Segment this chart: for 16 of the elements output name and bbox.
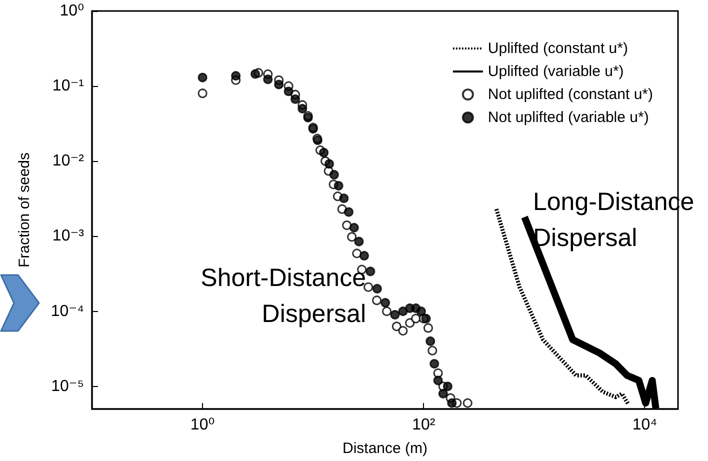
y-tick-label: 10⁻⁵ — [51, 378, 84, 395]
y-tick-label: 10⁻⁴ — [50, 302, 84, 320]
annotation: Short-Distance Dispersal — [200, 264, 366, 328]
y-tick-label: 10⁻¹ — [52, 78, 84, 95]
y-tick-label: 10⁻³ — [52, 228, 85, 245]
legend-label: Not uplifted (variable u*) — [488, 109, 649, 126]
x-tick-label: 10² — [412, 416, 436, 434]
x-tick-label: 10⁴ — [632, 416, 658, 434]
legend-label: Uplifted (constant u*) — [488, 40, 628, 57]
legend-label: Not uplifted (constant u*) — [488, 86, 654, 103]
y-tick-label: 10⁻² — [52, 152, 85, 170]
legend-label: Uplifted (variable u*) — [488, 63, 624, 80]
x-axis-title: Distance (m) — [342, 440, 428, 457]
x-tick-label: 10⁰ — [190, 416, 215, 434]
y-axis-title: Fraction of seeds — [16, 152, 33, 268]
y-tick-label: 10⁰ — [60, 2, 84, 20]
